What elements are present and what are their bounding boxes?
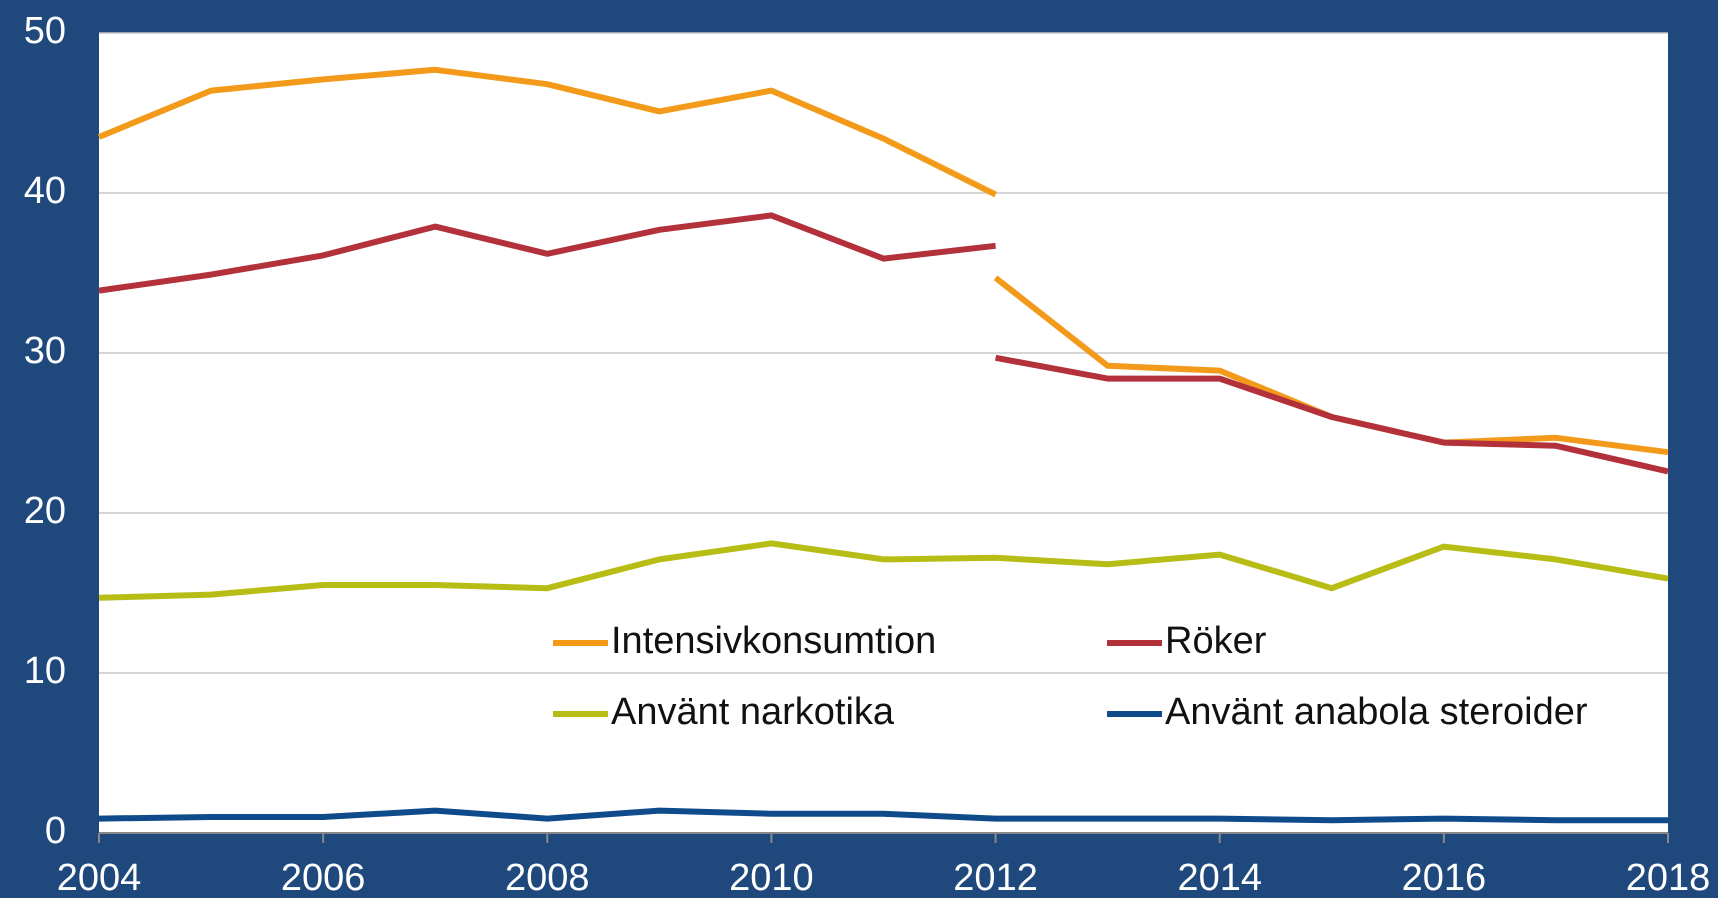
y-tick-label: 0: [45, 810, 66, 852]
y-tick-label: 40: [24, 170, 66, 212]
x-tick-label: 2014: [1177, 857, 1262, 898]
series-line: [97, 66, 997, 198]
x-tick-label: 2012: [953, 857, 1038, 898]
x-tick-label: 2004: [57, 857, 142, 898]
y-tick-label: 50: [24, 10, 66, 52]
series-line: [98, 807, 1668, 824]
legend-label: Använt anabola steroider: [1165, 691, 1588, 733]
series-line: [98, 212, 996, 294]
x-tick-label: 2006: [281, 857, 366, 898]
x-tick-label: 2016: [1402, 857, 1487, 898]
x-tick-label: 2008: [505, 857, 590, 898]
legend-label: Använt narkotika: [611, 691, 895, 733]
y-tick-label: 30: [24, 330, 66, 372]
legend-label: Röker: [1165, 620, 1267, 662]
legend-label: Intensivkonsumtion: [611, 620, 936, 662]
x-tick-label: 2018: [1626, 857, 1711, 898]
y-tick-label: 20: [24, 490, 66, 532]
y-tick-label: 10: [24, 650, 66, 692]
x-tick-label: 2010: [729, 857, 814, 898]
series-line: [995, 354, 1669, 475]
series-line: [98, 540, 1669, 601]
